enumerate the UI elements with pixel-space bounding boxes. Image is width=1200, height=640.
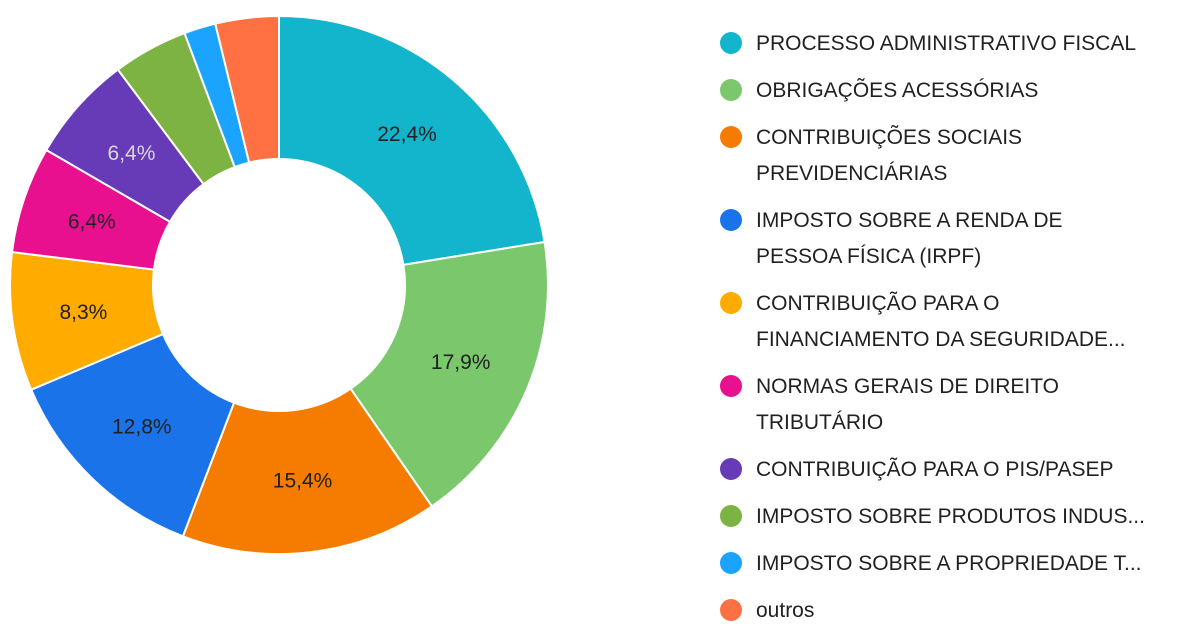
legend-item[interactable]: NORMAS GERAIS DE DIREITO TRIBUTÁRIO <box>718 369 1188 441</box>
legend-label: CONTRIBUIÇÕES SOCIAIS <box>756 126 1023 149</box>
legend-label: PREVIDENCIÁRIAS <box>756 162 948 185</box>
legend-swatch-icon <box>720 505 742 527</box>
chart-legend: PROCESSO ADMINISTRATIVO FISCAL OBRIGAÇÕES… <box>718 26 1188 640</box>
legend-swatch-icon <box>720 552 742 574</box>
donut-chart: 22,4% 17,9% 15,4% 12,8% 8,3% 6,4% 6,4% <box>9 14 549 555</box>
legend-label: CONTRIBUIÇÃO PARA O PIS/PASEP <box>756 458 1114 481</box>
legend-label: CONTRIBUIÇÃO PARA O <box>756 292 1000 315</box>
donut-chart-svg: 22,4% 17,9% 15,4% 12,8% 8,3% 6,4% 6,4% <box>9 14 549 555</box>
legend-swatch-icon <box>720 126 742 148</box>
legend-label: TRIBUTÁRIO <box>756 411 884 434</box>
donut-slice[interactable] <box>278 14 546 267</box>
legend-item[interactable]: IMPOSTO SOBRE A RENDA DE PESSOA FÍSICA (I… <box>718 203 1188 275</box>
slice-value-label: 6,4% <box>108 142 156 165</box>
donut-slice[interactable] <box>214 14 280 164</box>
slice-value-label: 17,9% <box>431 351 491 374</box>
slice-value-label: 22,4% <box>377 123 437 146</box>
legend-swatch-icon <box>720 375 742 397</box>
donut-slice[interactable] <box>181 387 434 555</box>
legend-item[interactable]: CONTRIBUIÇÕES SOCIAIS PREVIDENCIÁRIAS <box>718 120 1188 192</box>
legend-label: PROCESSO ADMINISTRATIVO FISCAL <box>756 32 1137 55</box>
legend-swatch-icon <box>720 209 742 231</box>
legend-label: IMPOSTO SOBRE PRODUTOS INDUS... <box>756 505 1145 528</box>
donut-slice[interactable] <box>349 240 549 508</box>
legend-label: IMPOSTO SOBRE A RENDA DE <box>756 209 1063 232</box>
slice-value-label: 8,3% <box>59 301 107 324</box>
legend-label: FINANCIAMENTO DA SEGURIDADE... <box>756 328 1126 351</box>
legend-label: NORMAS GERAIS DE DIREITO <box>756 375 1059 398</box>
legend-label: outros <box>756 599 815 622</box>
legend-item[interactable]: IMPOSTO SOBRE A PROPRIEDADE T... <box>718 546 1188 582</box>
legend-item[interactable]: OBRIGAÇÕES ACESSÓRIAS <box>718 73 1188 109</box>
slice-value-label: 12,8% <box>112 416 172 439</box>
legend-item[interactable]: CONTRIBUIÇÃO PARA O PIS/PASEP <box>718 452 1188 488</box>
slice-value-label: 15,4% <box>273 470 333 493</box>
legend-swatch-icon <box>720 292 742 314</box>
legend-swatch-icon <box>720 458 742 480</box>
legend-swatch-icon <box>720 599 742 621</box>
legend-item[interactable]: IMPOSTO SOBRE PRODUTOS INDUS... <box>718 499 1188 535</box>
legend-item[interactable]: outros <box>718 593 1188 629</box>
legend-label: PESSOA FÍSICA (IRPF) <box>756 245 982 268</box>
legend-label: OBRIGAÇÕES ACESSÓRIAS <box>756 79 1039 102</box>
legend-swatch-icon <box>720 79 742 101</box>
donut-slice[interactable] <box>29 332 236 538</box>
legend-label: IMPOSTO SOBRE A PROPRIEDADE T... <box>756 552 1142 575</box>
slice-value-label: 6,4% <box>68 211 116 234</box>
legend-swatch-icon <box>720 32 742 54</box>
legend-item[interactable]: PROCESSO ADMINISTRATIVO FISCAL <box>718 26 1188 62</box>
legend-item[interactable]: CONTRIBUIÇÃO PARA O FINANCIAMENTO DA SEGU… <box>718 286 1188 358</box>
